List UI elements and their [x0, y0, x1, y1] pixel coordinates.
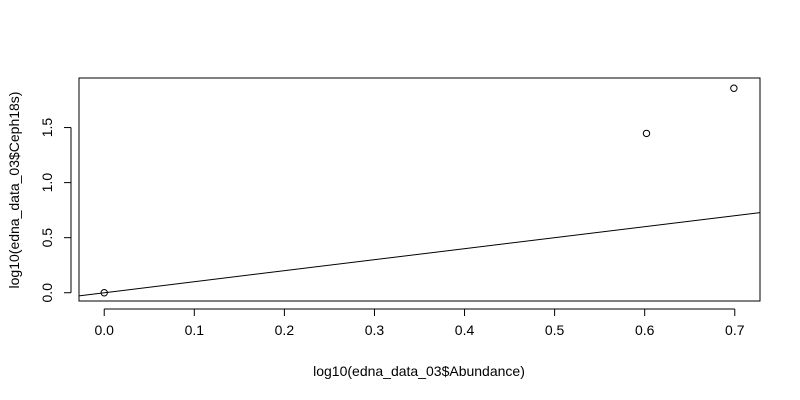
x-axis: 0.0 0.1 0.2 0.3 0.4 0.5 0.6 0.7: [94, 308, 745, 338]
x-tick-label: 0.4: [455, 322, 475, 338]
x-tick-label: 0.1: [185, 322, 205, 338]
data-point: [642, 129, 651, 138]
data-point: [100, 289, 108, 297]
y-tick-label: 0.0: [39, 283, 55, 303]
y-tick-label: 1.0: [39, 173, 55, 193]
y-axis-title: log10(edna_data_03$Ceph18s): [6, 92, 22, 289]
x-tick-label: 0.6: [635, 322, 655, 338]
data-point: [730, 84, 738, 92]
data-points: [100, 84, 738, 297]
reference-line: [78, 212, 761, 297]
x-tick-label: 0.3: [365, 322, 385, 338]
reference-line-group: [78, 212, 761, 297]
x-tick-label: 0.0: [94, 322, 114, 338]
x-axis-title: log10(edna_data_03$Abundance): [313, 363, 525, 379]
y-axis: 0.0 0.5 1.0 1.5: [39, 118, 72, 303]
y-tick-label: 1.5: [39, 118, 55, 138]
y-tick-label: 0.5: [39, 228, 55, 248]
x-tick-label: 0.7: [725, 322, 745, 338]
plot-frame: [78, 77, 761, 302]
x-tick-label: 0.2: [275, 322, 295, 338]
x-tick-label: 0.5: [545, 322, 565, 338]
